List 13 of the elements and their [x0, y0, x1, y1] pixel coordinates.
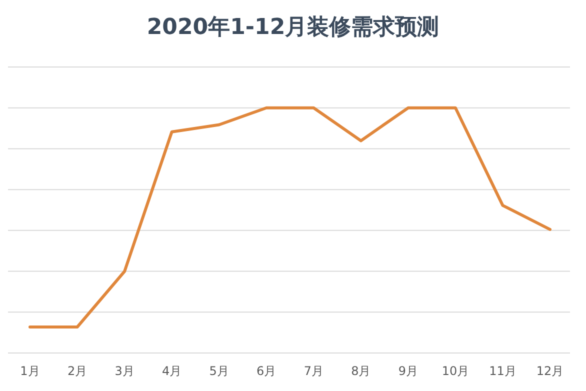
x-tick-label: 7月: [304, 364, 324, 378]
x-tick-label: 12月: [536, 364, 564, 378]
x-tick-label: 11月: [489, 364, 516, 378]
x-tick-label: 3月: [114, 364, 134, 378]
x-tick-label: 10月: [442, 364, 470, 378]
x-tick-label: 8月: [351, 364, 371, 378]
x-tick-label: 1月: [20, 364, 40, 378]
x-tick-label: 4月: [162, 364, 182, 378]
x-tick-label: 6月: [256, 364, 276, 378]
chart-title: 2020年1-12月装修需求预测: [146, 15, 440, 40]
x-tick-label: 5月: [209, 364, 229, 378]
x-tick-label: 9月: [398, 364, 418, 378]
x-tick-label: 2月: [67, 364, 88, 378]
